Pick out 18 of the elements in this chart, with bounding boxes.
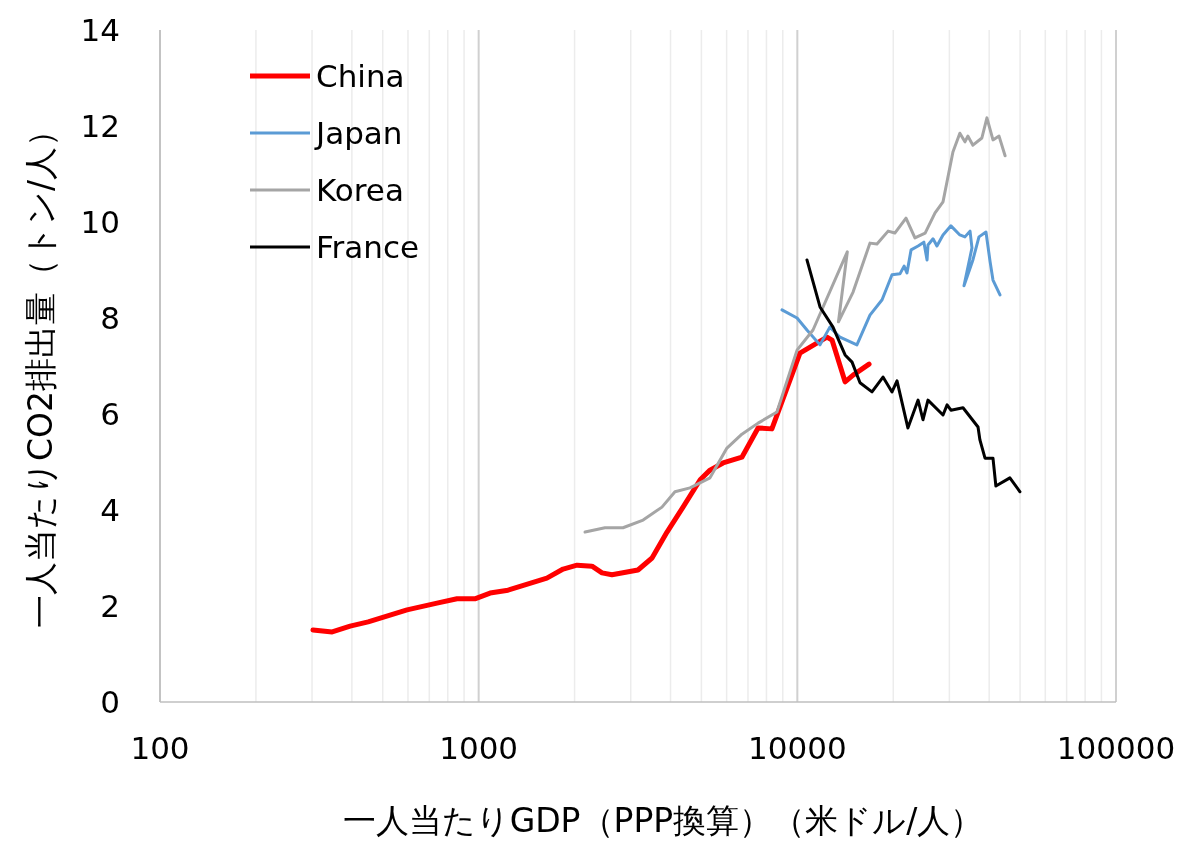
y-tick-label: 8	[100, 300, 120, 336]
y-tick-label: 10	[80, 204, 120, 240]
y-tick-label: 12	[80, 108, 120, 144]
y-tick-label: 6	[100, 396, 120, 432]
x-tick-label: 1000	[439, 730, 519, 766]
y-tick-label: 0	[100, 684, 120, 720]
legend-label: Japan	[314, 115, 403, 151]
legend-label: France	[316, 229, 420, 265]
y-tick-label: 2	[100, 588, 120, 624]
legend-label: China	[316, 58, 405, 94]
x-axis-title: 一人当たりGDP（PPP換算）（米ドル/人）	[342, 801, 984, 840]
legend-label: Korea	[316, 172, 404, 208]
x-tick-label: 100	[130, 730, 190, 766]
x-tick-label: 10000	[748, 730, 847, 766]
y-tick-label: 14	[80, 12, 120, 48]
x-tick-label: 100000	[1056, 730, 1176, 766]
y-tick-label: 4	[100, 492, 120, 528]
y-axis-title: 一人当たりCO2排出量（トン/人）	[21, 113, 60, 629]
